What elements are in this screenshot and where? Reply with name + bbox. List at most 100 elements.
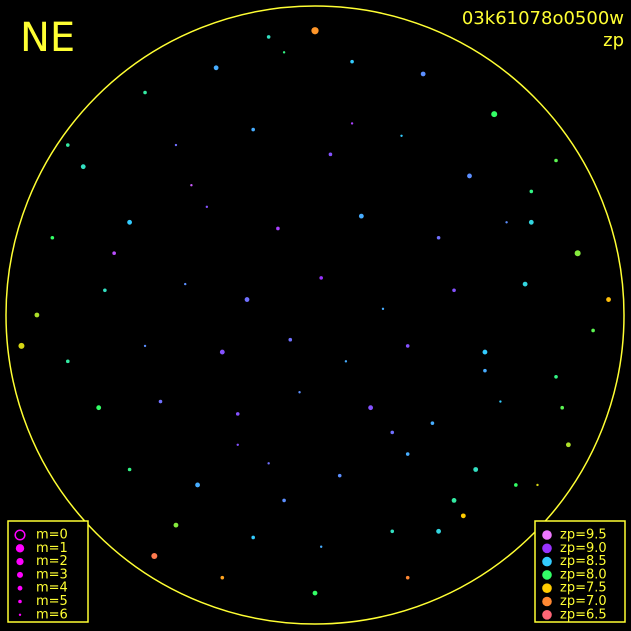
star — [560, 405, 564, 410]
star — [219, 349, 225, 355]
size-legend-label: m=0 — [36, 528, 68, 543]
star — [390, 430, 395, 435]
star — [420, 71, 426, 77]
size-legend-marker — [17, 571, 23, 578]
horizon-circle — [5, 5, 625, 625]
star — [337, 473, 342, 478]
size-legend-box — [7, 520, 89, 623]
size-legend-marker — [16, 558, 24, 566]
star — [66, 359, 70, 364]
star — [143, 344, 147, 348]
size-legend-marker — [17, 585, 23, 591]
star — [536, 483, 539, 487]
color-legend-marker — [542, 556, 552, 567]
size-legend-marker — [18, 613, 22, 616]
color-legend-marker — [542, 596, 552, 607]
star — [96, 405, 102, 411]
star — [190, 184, 193, 187]
star — [127, 467, 132, 472]
star — [220, 575, 225, 580]
size-legend-label: m=2 — [36, 554, 68, 569]
star — [467, 173, 472, 179]
star — [112, 251, 116, 255]
star — [267, 462, 270, 465]
color-legend-label: zp=8.0 — [560, 567, 607, 582]
star — [103, 288, 107, 293]
star — [381, 307, 385, 311]
star — [276, 226, 280, 231]
color-legend-marker — [542, 583, 552, 593]
color-legend-label: zp=7.0 — [560, 594, 607, 609]
star — [430, 421, 435, 425]
star — [606, 297, 611, 302]
star — [358, 213, 364, 219]
star — [312, 590, 318, 596]
star — [205, 205, 209, 209]
star — [50, 235, 55, 240]
star — [288, 337, 293, 342]
star — [405, 452, 410, 456]
star — [574, 250, 581, 257]
subtitle: 03k61078o0500w — [462, 8, 624, 29]
color-legend-label: zp=8.5 — [560, 554, 607, 569]
star — [151, 553, 158, 560]
color-legend-label: zp=9.5 — [560, 528, 607, 543]
star — [350, 59, 354, 64]
star — [400, 134, 403, 137]
size-legend-label: m=1 — [36, 541, 68, 556]
star — [173, 522, 179, 528]
star — [236, 443, 239, 446]
star — [282, 51, 286, 54]
star — [473, 467, 479, 472]
size-legend-label: m=4 — [36, 581, 68, 596]
star — [514, 483, 518, 487]
star — [298, 391, 301, 394]
star — [319, 276, 323, 280]
star — [405, 344, 410, 348]
star — [554, 158, 558, 163]
star — [127, 219, 132, 225]
size-legend-label: m=3 — [36, 567, 68, 582]
star — [483, 368, 487, 373]
star — [80, 164, 86, 170]
star — [251, 535, 255, 540]
star — [436, 528, 441, 534]
star — [266, 35, 271, 39]
star — [213, 65, 219, 71]
star — [529, 189, 534, 194]
color-legend-label: zp=6.5 — [560, 607, 607, 622]
star — [505, 221, 508, 224]
star — [143, 90, 147, 95]
star — [368, 405, 374, 411]
color-legend-label: zp=9.0 — [560, 541, 607, 556]
star — [591, 328, 595, 333]
chart-title: NE — [20, 15, 75, 61]
size-legend-marker — [14, 529, 26, 541]
star — [554, 375, 558, 379]
size-legend-marker — [15, 544, 25, 553]
color-legend-marker — [542, 570, 552, 580]
size-legend-label: m=5 — [36, 594, 68, 609]
star — [436, 235, 441, 240]
color-legend-marker — [542, 543, 552, 554]
color-legend-label: zp=7.5 — [560, 581, 607, 596]
star — [251, 127, 255, 132]
star — [311, 27, 319, 35]
star — [34, 312, 40, 318]
color-legend-marker — [542, 610, 552, 620]
star — [390, 529, 395, 534]
star — [565, 442, 571, 448]
star — [174, 143, 178, 147]
color-legend-marker — [542, 530, 552, 540]
star — [244, 297, 250, 302]
star — [460, 513, 466, 519]
color-label: zp — [603, 30, 624, 51]
star — [184, 282, 187, 286]
star — [319, 545, 323, 548]
star — [195, 482, 200, 488]
star — [235, 412, 240, 416]
size-legend-marker — [18, 599, 22, 604]
star — [18, 342, 25, 349]
